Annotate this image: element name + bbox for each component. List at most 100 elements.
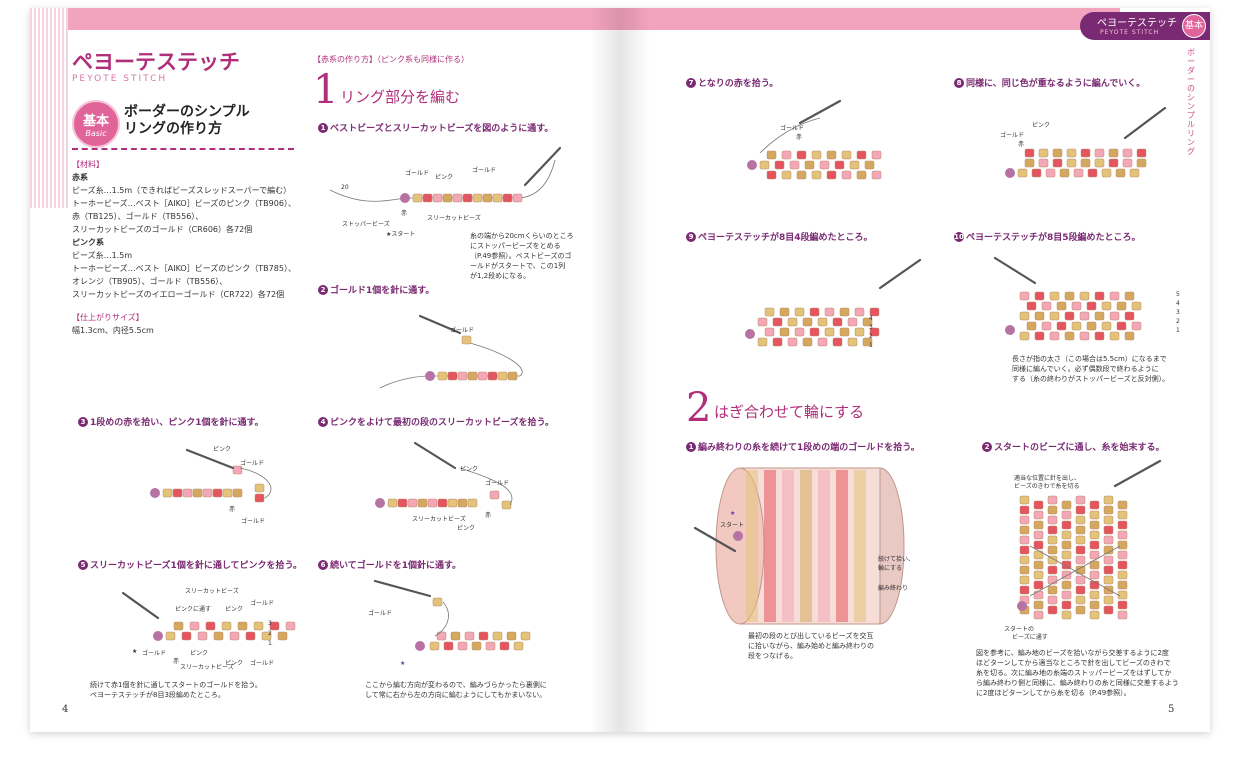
needle-icon xyxy=(1113,459,1162,488)
bead xyxy=(387,498,398,508)
bead xyxy=(1033,560,1044,570)
step-num: 6 xyxy=(318,560,328,570)
bead xyxy=(1038,148,1049,158)
bead xyxy=(1061,590,1072,600)
label: ストッパービーズ xyxy=(342,221,390,228)
note-line: に拾いながら、編み始めと編み終わりの xyxy=(748,642,874,650)
bead xyxy=(811,150,822,160)
stopper-bead xyxy=(1005,168,1015,178)
bead xyxy=(432,597,443,607)
bead xyxy=(1101,301,1112,311)
label: スタート xyxy=(720,522,745,529)
step-num: 2 xyxy=(982,442,992,452)
bead-column xyxy=(746,470,758,622)
bead xyxy=(1033,600,1044,610)
bead xyxy=(1033,520,1044,530)
bead xyxy=(1075,515,1086,525)
bead xyxy=(1047,575,1058,585)
section2-number: 2 xyxy=(686,385,712,431)
bead xyxy=(512,193,523,203)
label: 2 xyxy=(268,630,272,637)
bead xyxy=(232,488,243,498)
stopper-bead xyxy=(425,371,435,381)
note-line: 図を参考に、編み地のビーズを拾いながら交差するように2度 xyxy=(976,649,1169,657)
label: ★ xyxy=(400,660,406,667)
label: 編み終わり xyxy=(878,585,909,592)
bead xyxy=(1124,291,1135,301)
bead xyxy=(1019,575,1030,585)
label: 輪にする xyxy=(878,565,903,572)
bead xyxy=(464,631,475,641)
bead xyxy=(804,160,815,170)
bead xyxy=(849,160,860,170)
label: ゴールド xyxy=(241,518,266,525)
bead xyxy=(467,371,478,381)
bead xyxy=(1089,540,1100,550)
bead xyxy=(1061,580,1072,590)
bead xyxy=(1086,301,1097,311)
bead xyxy=(461,335,472,345)
bead xyxy=(520,631,531,641)
bead xyxy=(1045,168,1056,178)
bead xyxy=(1041,321,1052,331)
bead xyxy=(1103,565,1114,575)
bead xyxy=(173,621,184,631)
step-9: 9 ペヨーテステッチが8目4段編めたところ。 xyxy=(686,230,873,243)
bead xyxy=(499,641,510,651)
bead xyxy=(1034,311,1045,321)
step4-diagram xyxy=(375,441,513,510)
note-line: して常に右から左の方向に編むようにしてもかまいない。 xyxy=(365,691,547,699)
needle-icon xyxy=(1123,106,1167,140)
label: スリーカットビーズ xyxy=(412,516,466,523)
bead xyxy=(1103,575,1114,585)
bead xyxy=(1038,158,1049,168)
bead xyxy=(1117,610,1128,620)
basic-badge: 基本 Basic xyxy=(72,100,120,148)
bead xyxy=(1033,570,1044,580)
bead xyxy=(854,307,865,317)
bead xyxy=(779,307,790,317)
step-text: ペヨーテステッチが8目5段編めたところ。 xyxy=(966,233,1141,243)
bead xyxy=(502,193,513,203)
label: ゴールド xyxy=(780,125,805,132)
bead xyxy=(764,307,775,317)
label: スリーカットビーズ xyxy=(185,588,239,595)
label: ゴールド xyxy=(450,327,475,334)
bead xyxy=(1019,565,1030,575)
bead xyxy=(766,150,777,160)
bead xyxy=(487,371,498,381)
label: 赤 xyxy=(796,134,803,141)
step-num: 5 xyxy=(78,560,88,570)
note-line: 最初の段のとび出しているビーズを交互 xyxy=(748,632,874,640)
bead xyxy=(165,631,176,641)
bead xyxy=(832,317,843,327)
bead xyxy=(1117,520,1128,530)
bead xyxy=(1066,158,1077,168)
label: ピンク xyxy=(225,660,244,667)
bead xyxy=(427,498,438,508)
section1-title: リング部分を編む xyxy=(340,88,461,106)
step-text: となりの赤を拾う。 xyxy=(698,79,779,89)
bead xyxy=(1061,530,1072,540)
step-num: 3 xyxy=(78,417,88,427)
size-text: 幅1.3cm、内径5.5cm xyxy=(72,326,154,335)
needle-icon xyxy=(121,591,160,620)
note-line: ほどターンしてから適当なところで針を出してビーズのきわで xyxy=(976,659,1171,667)
needle-icon xyxy=(413,441,457,470)
note-line: ここから編む方向が変わるので、編みづらかったら裏側に xyxy=(365,681,547,689)
bead xyxy=(1049,331,1060,341)
step5-note: 続けて赤1個を針に通してスタートのゴールドを拾う。 ペヨーテステッチが8目3段編… xyxy=(90,680,262,700)
label: ゴールド xyxy=(250,600,275,607)
bead xyxy=(1061,560,1072,570)
bead xyxy=(1061,500,1072,510)
bead xyxy=(856,170,867,180)
bead xyxy=(1089,570,1100,580)
bead xyxy=(221,621,232,631)
bead xyxy=(787,317,798,327)
note-line: 長さが指の太さ（この場合は5.5cm）になるまで xyxy=(1012,355,1167,363)
bead xyxy=(787,337,798,347)
tab-title: ペヨーテステッチ xyxy=(1097,18,1177,29)
label: 赤 xyxy=(485,512,492,519)
bead xyxy=(1034,291,1045,301)
bead xyxy=(1071,321,1082,331)
